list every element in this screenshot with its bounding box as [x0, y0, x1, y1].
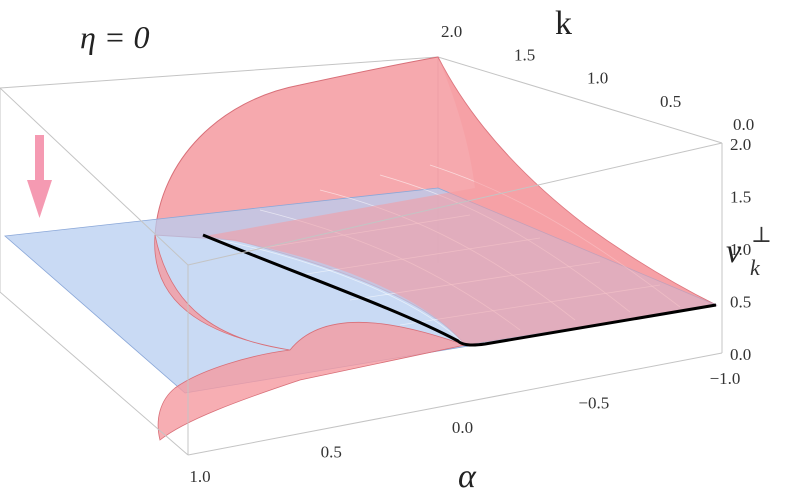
svg-text:ν: ν — [726, 233, 742, 270]
z-axis-label: ν k ⊥ — [726, 222, 772, 280]
svg-text:⊥: ⊥ — [751, 222, 772, 247]
z-tick-label: 1.5 — [730, 188, 751, 207]
z-tick-label: 1.0 — [730, 240, 751, 259]
y-tick-label: 0.0 — [733, 115, 754, 134]
z-tick-label: 2.0 — [730, 135, 751, 154]
x-tick-label: 0.5 — [321, 443, 342, 462]
intersection-curve — [202, 233, 717, 347]
z-tick-label: 0.0 — [730, 345, 751, 364]
y-axis-label: k — [555, 5, 572, 42]
tick-labels: 1.00.50.0−0.5−1.00.00.51.01.52.00.00.51.… — [189, 22, 754, 486]
x-tick-label: 1.0 — [189, 467, 210, 486]
red-surface-lower — [154, 234, 467, 441]
chart-title: η = 0 — [80, 19, 149, 55]
z-tick-label: 0.5 — [730, 293, 751, 312]
bounding-box-front — [0, 87, 723, 456]
y-tick-label: 0.5 — [660, 92, 681, 111]
x-tick-label: 0.0 — [452, 418, 473, 437]
x-axis-label: α — [458, 458, 477, 495]
y-tick-label: 1.5 — [514, 45, 535, 64]
red-surface-front — [205, 57, 716, 345]
x-tick-label: −0.5 — [578, 394, 609, 413]
svg-text:k: k — [750, 255, 761, 280]
y-tick-label: 2.0 — [441, 22, 462, 41]
pink-arrow-icon — [27, 135, 52, 218]
y-tick-label: 1.0 — [587, 69, 608, 88]
x-tick-label: −1.0 — [710, 369, 741, 388]
